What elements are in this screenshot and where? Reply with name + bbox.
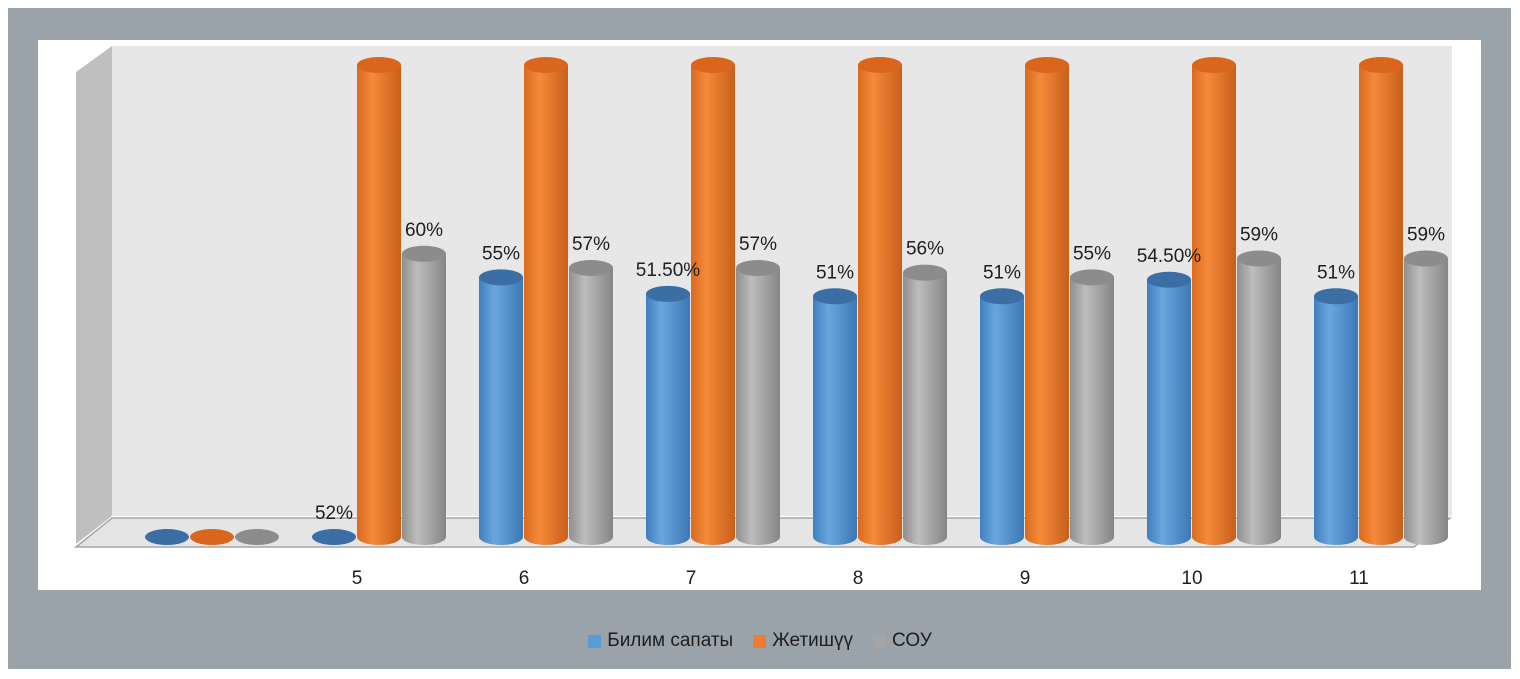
bar-1-cat-6 bbox=[479, 269, 523, 545]
data-label: 51% bbox=[983, 262, 1021, 283]
data-label: 59% bbox=[1407, 225, 1445, 246]
bar-2-cat-8 bbox=[858, 57, 902, 545]
data-label: 55% bbox=[482, 243, 520, 264]
bar-3-cat-5 bbox=[402, 245, 446, 546]
labels-layer: 52% 60% 5 55% 57% 6 51.50% 57% 7 51% 56% 8 51% 55% 9 54… bbox=[315, 220, 1445, 589]
bar-2-cat-10 bbox=[1192, 57, 1236, 545]
legend-label: Жетишүү bbox=[772, 630, 854, 651]
data-label: 59% bbox=[1240, 225, 1278, 246]
bar-2-cat-blank bbox=[190, 529, 234, 545]
data-label: 52% bbox=[315, 503, 353, 524]
bar-2-cat-6 bbox=[524, 57, 568, 545]
x-tick-label: 5 bbox=[352, 568, 363, 589]
legend-item: СОУ bbox=[873, 630, 932, 652]
bar-2-cat-7 bbox=[691, 57, 735, 545]
bar-1-cat-7 bbox=[646, 285, 690, 545]
data-label: 55% bbox=[1073, 243, 1111, 264]
bar-1-cat-8 bbox=[813, 288, 857, 545]
bar-1-cat-5 bbox=[312, 528, 356, 545]
bar-3-cat-blank bbox=[235, 529, 279, 545]
data-label: 57% bbox=[739, 234, 777, 255]
legend-swatch bbox=[588, 634, 602, 648]
data-label: 51% bbox=[1317, 262, 1355, 283]
bar-1-cat-blank bbox=[145, 529, 189, 545]
legend-label: Билим сапаты bbox=[607, 630, 734, 651]
legend-swatch bbox=[873, 634, 887, 648]
bar-3-cat-6 bbox=[569, 259, 613, 545]
data-label: 57% bbox=[572, 234, 610, 255]
data-label: 51.50% bbox=[636, 260, 701, 281]
side-wall bbox=[76, 46, 112, 544]
x-tick-label: 6 bbox=[519, 568, 530, 589]
bar-3-cat-8 bbox=[903, 264, 947, 545]
legend-item: Жетишүү bbox=[753, 630, 853, 652]
data-label: 60% bbox=[405, 220, 443, 241]
bar-2-cat-9 bbox=[1025, 57, 1069, 545]
bar-1-cat-9 bbox=[980, 288, 1024, 545]
bar-1-cat-11 bbox=[1314, 288, 1358, 545]
legend-swatch bbox=[753, 634, 767, 648]
data-label: 54.50% bbox=[1137, 246, 1202, 267]
bar-2-cat-5 bbox=[357, 57, 401, 545]
x-tick-label: 10 bbox=[1181, 568, 1202, 589]
bars-layer bbox=[145, 57, 1448, 546]
x-tick-label: 11 bbox=[1349, 568, 1369, 589]
legend-label: СОУ bbox=[892, 630, 932, 651]
x-tick-label: 7 bbox=[686, 568, 697, 589]
data-label: 56% bbox=[906, 239, 944, 260]
bar-3-cat-10 bbox=[1237, 250, 1281, 545]
legend: Билим сапаты Жетишүү СОУ bbox=[0, 630, 1520, 652]
x-tick-label: 9 bbox=[1020, 568, 1031, 589]
bar-2-cat-11 bbox=[1359, 57, 1403, 545]
data-label: 51% bbox=[816, 262, 854, 283]
back-wall bbox=[112, 46, 1452, 516]
bar-3-cat-9 bbox=[1070, 269, 1114, 545]
x-tick-label: 8 bbox=[853, 568, 864, 589]
bar-3-cat-7 bbox=[736, 259, 780, 545]
bar-1-cat-10 bbox=[1147, 271, 1191, 545]
legend-item: Билим сапаты bbox=[588, 630, 733, 652]
bar-3-cat-11 bbox=[1404, 250, 1448, 545]
